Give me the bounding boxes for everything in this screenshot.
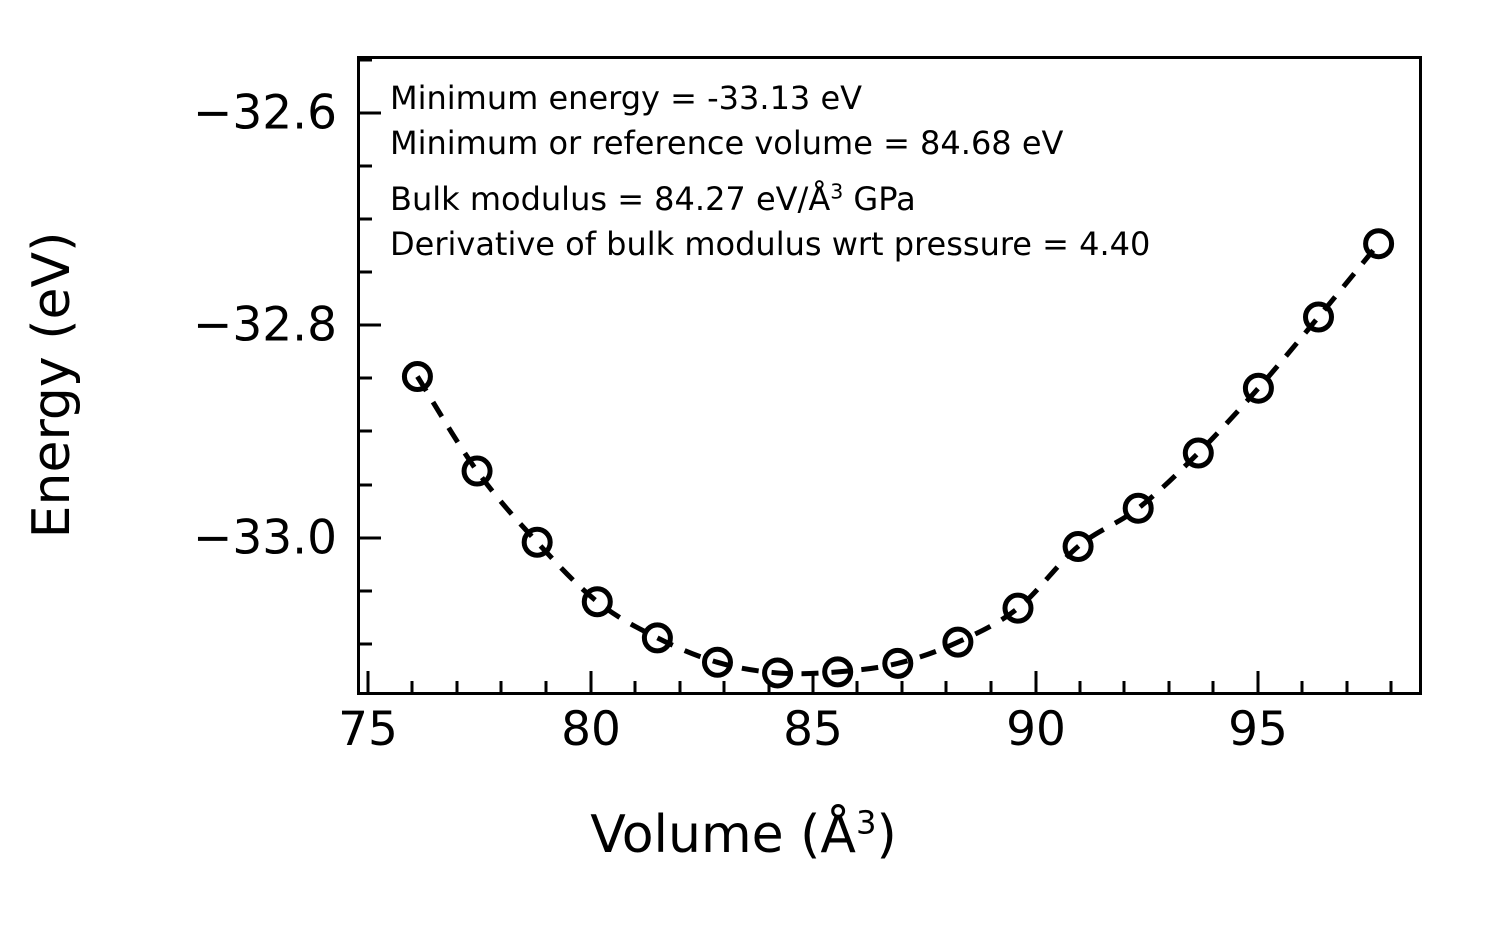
y-axis-tick-labels: −32.6 −32.8 −33.0 xyxy=(0,0,337,943)
x-tick-label-2: 85 xyxy=(783,702,843,757)
annotation-bulk-modulus-prefix: Bulk modulus = 84.27 eV/Å xyxy=(390,179,831,218)
annotation-bulk-modulus-suffix: GPa xyxy=(843,179,916,218)
y-axis-title-wrapper: Energy (eV) xyxy=(22,65,82,705)
x-tick-label-4: 95 xyxy=(1228,702,1288,757)
annotation-bulk-modulus-exponent: 3 xyxy=(830,179,844,204)
annotation-bulk-modulus: Bulk modulus = 84.27 eV/Å3 GPa xyxy=(390,177,1150,222)
eos-annotation-text: Minimum energy = -33.13 eV Minimum or re… xyxy=(390,76,1150,268)
x-tick-label-3: 90 xyxy=(1006,702,1066,757)
annotation-bulk-modulus-derivative: Derivative of bulk modulus wrt pressure … xyxy=(390,225,1151,264)
plot-axes-frame xyxy=(357,56,1422,695)
x-axis-title: Volume (Å3) xyxy=(0,805,1487,865)
x-tick-label-0: 75 xyxy=(338,702,398,757)
x-axis-title-tail: ) xyxy=(876,805,897,865)
y-tick-label-0: −32.6 xyxy=(192,85,337,141)
y-tick-label-2: −33.0 xyxy=(192,510,337,566)
annotation-min-volume: Minimum or reference volume = 84.68 eV xyxy=(390,124,1064,163)
x-axis-title-base: Volume (Å xyxy=(590,805,856,865)
x-tick-label-1: 80 xyxy=(561,702,621,757)
annotation-min-energy: Minimum energy = -33.13 eV xyxy=(390,79,863,117)
y-tick-label-1: −32.8 xyxy=(192,297,337,353)
y-axis-title: Energy (eV) xyxy=(22,231,82,539)
x-axis-title-exponent: 3 xyxy=(855,803,877,842)
